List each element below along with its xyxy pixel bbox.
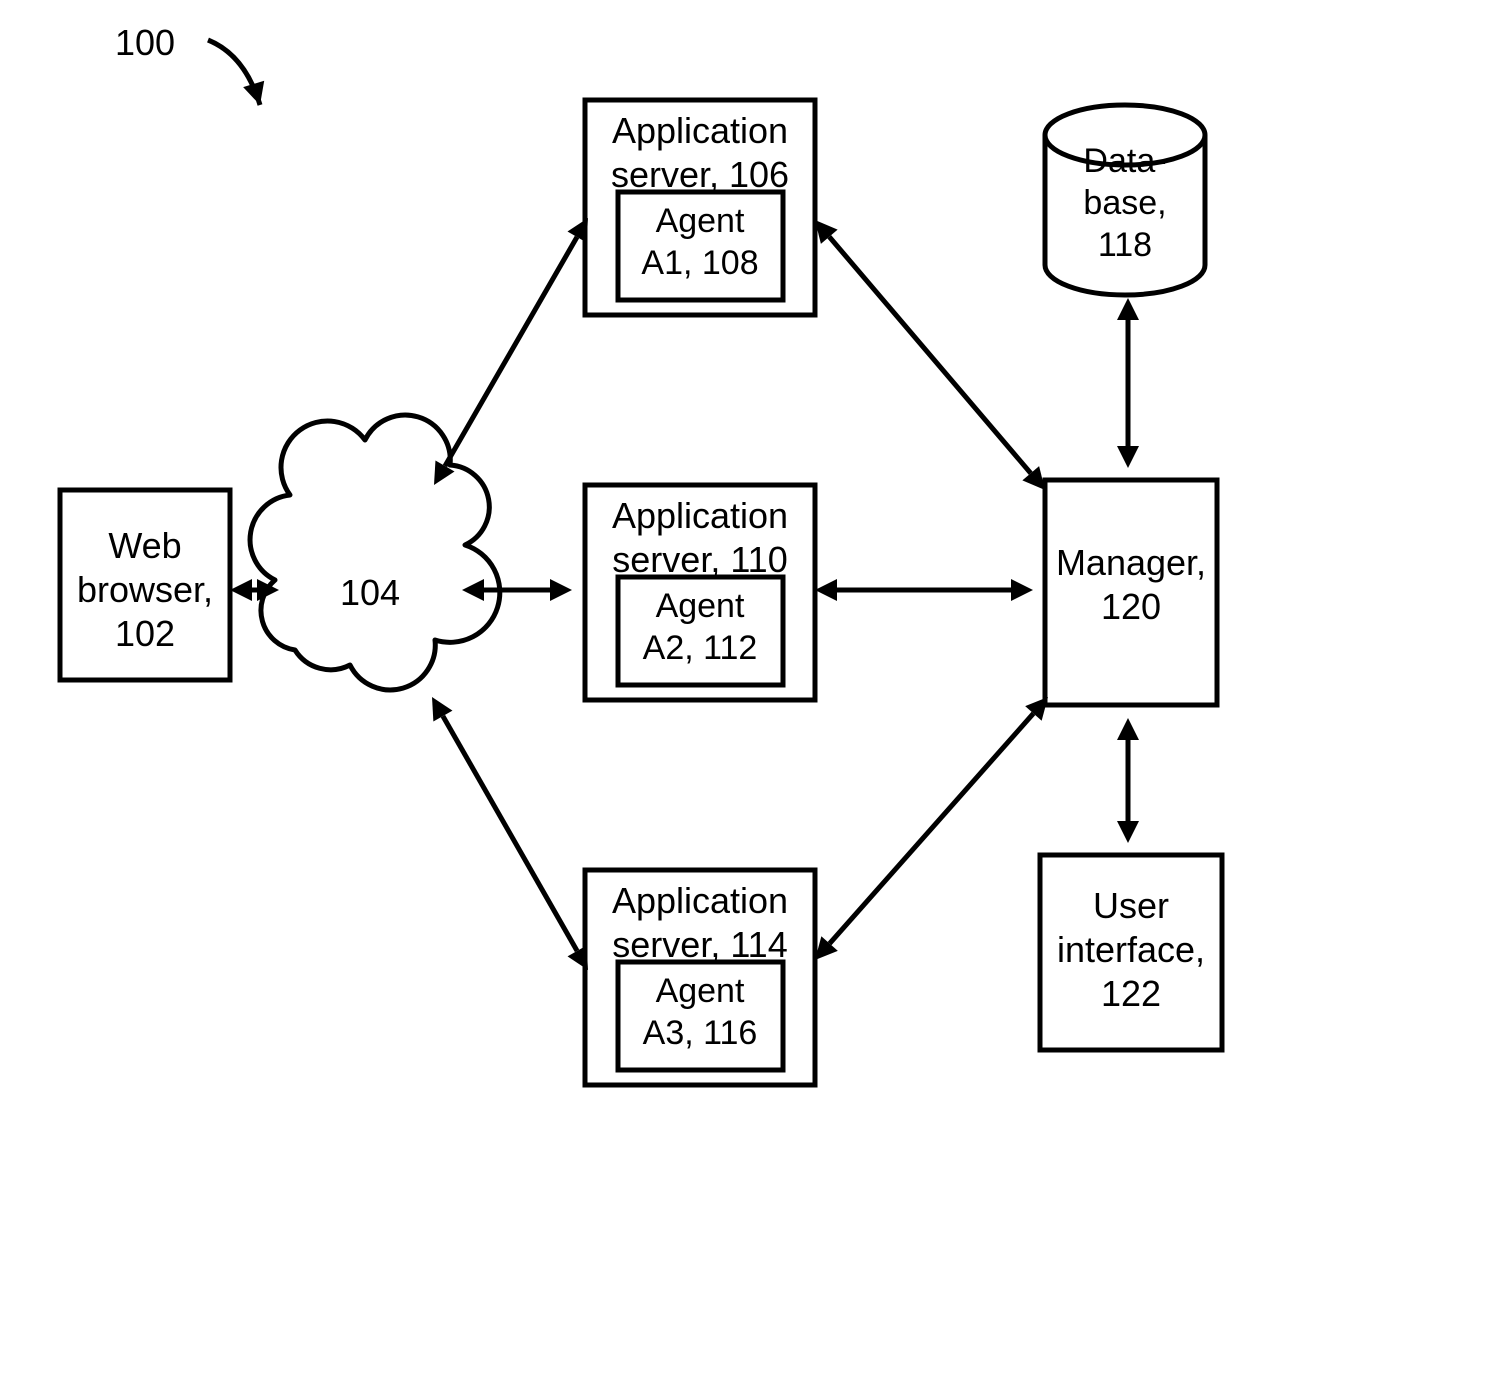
arrowhead-icon (1117, 821, 1139, 843)
figure-ref-label: 100 (115, 22, 175, 63)
app-server-1-agent-label: Agent (656, 202, 745, 240)
web-browser-label: Web (108, 525, 181, 566)
app-server-1-label: server, 106 (611, 154, 789, 195)
arrowhead-icon (1117, 718, 1139, 740)
arrowhead-icon (1117, 298, 1139, 320)
connector-line (445, 237, 577, 466)
connector-line (830, 713, 1034, 943)
connector-line (443, 716, 577, 951)
app-server-2-agent-label: Agent (656, 587, 745, 625)
app-server-2-label: server, 110 (612, 539, 787, 580)
arrowhead-icon (230, 579, 252, 601)
user-interface-label: 122 (1101, 973, 1161, 1014)
cloud-icon (250, 415, 500, 690)
connector-line (829, 237, 1030, 474)
app-server-3-agent-label: Agent (656, 972, 745, 1010)
web-browser-label: browser, (77, 569, 213, 610)
web-browser-label: 102 (115, 613, 175, 654)
manager-label: Manager, (1056, 542, 1206, 583)
manager-label: 120 (1101, 586, 1161, 627)
arrowhead-icon (1117, 446, 1139, 468)
user-interface-label: interface, (1057, 929, 1205, 970)
user-interface-label: User (1093, 885, 1169, 926)
app-server-3-label: Application (612, 880, 788, 921)
database-label: base, (1083, 184, 1166, 222)
app-server-2-label: Application (612, 495, 788, 536)
app-server-1-agent-label: A1, 108 (641, 244, 758, 282)
arrowhead-icon (1011, 579, 1033, 601)
app-server-2-agent-label: A2, 112 (643, 629, 758, 667)
app-server-1-label: Application (612, 110, 788, 151)
cloud-label: 104 (340, 572, 400, 613)
database-label: 118 (1098, 226, 1152, 264)
arrowhead-icon (550, 579, 572, 601)
database-label: Data- (1083, 142, 1166, 180)
arrowhead-icon (815, 579, 837, 601)
app-server-3-agent-label: A3, 116 (643, 1014, 758, 1052)
app-server-3-label: server, 114 (612, 924, 787, 965)
